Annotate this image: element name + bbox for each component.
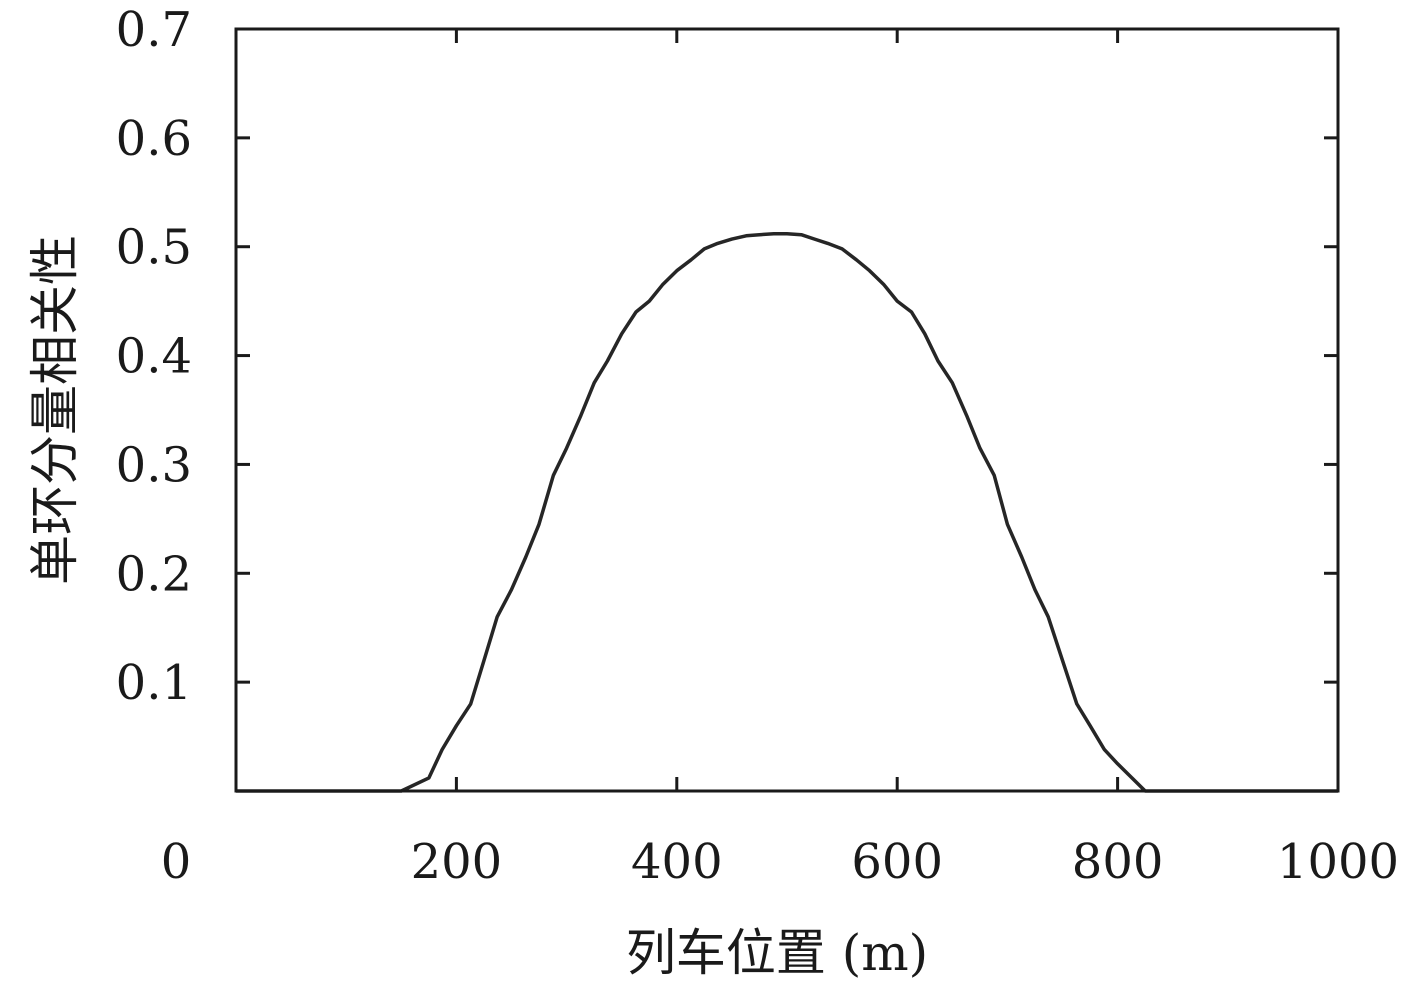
y-axis-label: 单环分量相关性 — [26, 235, 84, 585]
x-tick-label: 400 — [631, 834, 723, 890]
y-tick-label: 0.5 — [116, 220, 192, 276]
tick-labels: 0 200 400 600 800 1000 0.1 0.2 0.3 0.4 0.5 0.6 0.7 — [116, 2, 1399, 890]
y-tick-label: 0.2 — [116, 546, 192, 602]
x-tick-label: 800 — [1072, 834, 1164, 890]
series-group — [236, 231, 1338, 793]
x-tick-label: 200 — [411, 834, 503, 890]
y-tick-label: 0.7 — [116, 2, 192, 58]
series-line-1 — [236, 231, 1338, 793]
x-tick-label: 0 — [161, 834, 192, 890]
y-tick-label: 0.1 — [116, 655, 192, 711]
plot-frame — [234, 27, 1340, 793]
x-tick-label: 600 — [851, 834, 943, 890]
x-tick-label: 1000 — [1277, 834, 1399, 890]
y-tick-label: 0.3 — [116, 437, 192, 493]
tick-marks — [236, 29, 1338, 791]
y-tick-label: 0.4 — [116, 329, 192, 385]
y-tick-label: 0.6 — [116, 111, 192, 167]
x-axis-label: 列车位置 (m) — [626, 924, 928, 982]
